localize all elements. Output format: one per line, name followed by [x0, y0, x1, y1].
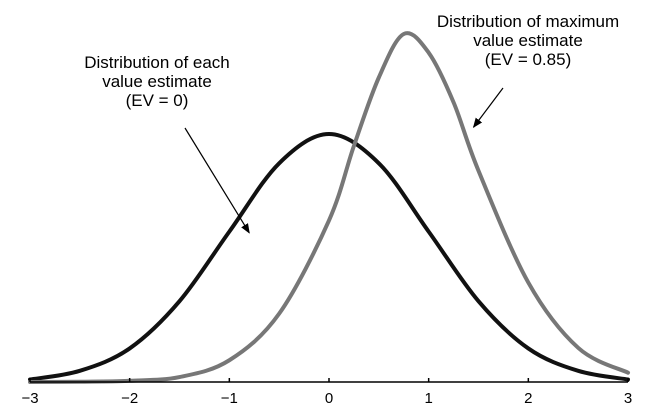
- series-line-1: [28, 132, 630, 382]
- x-tick-label: 2: [524, 390, 532, 407]
- x-tick-label: 0: [325, 390, 333, 407]
- annotation-line: value estimate: [473, 31, 583, 50]
- annotation-text-1: Distribution of each value estimate (EV = …: [84, 53, 230, 110]
- annotation-layer: Distribution of each value estimate (EV = …: [84, 12, 619, 234]
- x-tick-label: −2: [121, 390, 138, 407]
- series-layer: [28, 31, 630, 384]
- x-tick-label: 3: [624, 390, 632, 407]
- annotation-text-2: Distribution of maximum value estimate (EV…: [437, 12, 619, 69]
- annotation-line: Distribution of each: [84, 53, 230, 72]
- annotation-line: (EV = 0.85): [485, 50, 571, 69]
- x-tick-label: 1: [424, 390, 432, 407]
- annotation-arrow-2: [472, 87, 504, 129]
- series-line-2: [28, 31, 630, 384]
- ticks-layer: −3 −2 −1 0 1 2 3: [21, 378, 632, 407]
- x-tick-label: −1: [221, 390, 238, 407]
- annotation-arrow-1: [184, 127, 250, 234]
- annotation-line: (EV = 0): [126, 91, 189, 110]
- annotation-line: value estimate: [102, 72, 212, 91]
- annotation-line: Distribution of maximum: [437, 12, 619, 31]
- x-tick-label: −3: [21, 390, 38, 407]
